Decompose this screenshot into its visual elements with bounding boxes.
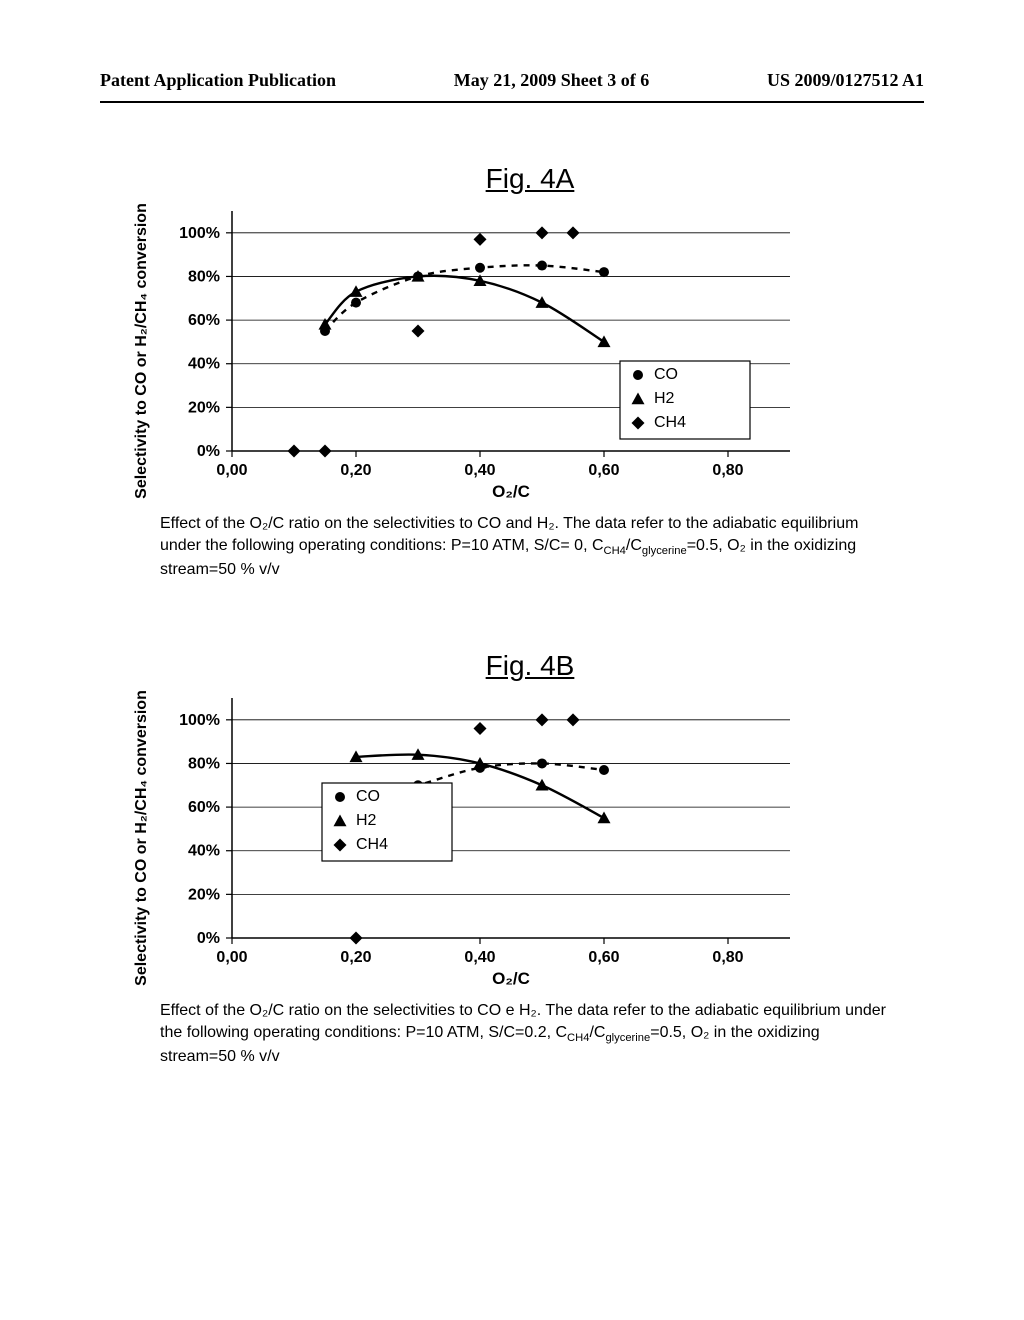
svg-text:H2: H2: [654, 390, 675, 407]
svg-text:0,00: 0,00: [216, 949, 247, 966]
svg-text:0,40: 0,40: [464, 949, 495, 966]
svg-text:0,80: 0,80: [712, 462, 743, 479]
svg-text:H2: H2: [356, 812, 377, 829]
svg-text:20%: 20%: [188, 399, 220, 416]
svg-text:40%: 40%: [188, 843, 220, 860]
figure-4a-chart: Selectivity to CO or H₂/CH₄ conversion 0…: [160, 201, 800, 501]
figure-4a-svg: 0,00 0,20 0,40 0,60 0,80 0% 20% 40% 60% 80% 100% O₂…: [160, 201, 800, 501]
figure-4a-caption: Effect of the O₂/C ratio on the selectiv…: [160, 513, 900, 580]
svg-text:40%: 40%: [188, 356, 220, 373]
svg-text:60%: 60%: [188, 312, 220, 329]
svg-text:0,20: 0,20: [340, 462, 371, 479]
svg-text:60%: 60%: [188, 800, 220, 817]
svg-text:0%: 0%: [197, 443, 220, 460]
header-rule: [100, 101, 924, 103]
svg-text:CO: CO: [356, 788, 380, 805]
svg-text:CO: CO: [654, 366, 678, 383]
header-center: May 21, 2009 Sheet 3 of 6: [454, 70, 649, 91]
svg-text:0%: 0%: [197, 930, 220, 947]
svg-text:O₂/C: O₂/C: [492, 969, 530, 988]
header-right: US 2009/0127512 A1: [767, 70, 924, 91]
svg-text:CH4: CH4: [356, 836, 388, 853]
svg-text:0,40: 0,40: [464, 462, 495, 479]
svg-text:100%: 100%: [179, 225, 220, 242]
figure-4b-title: Fig. 4B: [280, 650, 780, 682]
svg-text:0,20: 0,20: [340, 949, 371, 966]
figure-4b-caption: Effect of the O₂/C ratio on the selectiv…: [160, 1000, 900, 1067]
svg-text:80%: 80%: [188, 756, 220, 773]
figure-4a-title: Fig. 4A: [280, 163, 780, 195]
svg-text:20%: 20%: [188, 887, 220, 904]
page-header: Patent Application Publication May 21, 2…: [100, 70, 924, 91]
figure-4a: Fig. 4A Selectivity to CO or H₂/CH₄ conv…: [160, 163, 924, 580]
svg-text:80%: 80%: [188, 268, 220, 285]
figure-4b-svg: 0,00 0,20 0,40 0,60 0,80 0% 20% 40% 60% 80% 100% O₂…: [160, 688, 800, 988]
svg-text:0,80: 0,80: [712, 949, 743, 966]
svg-text:100%: 100%: [179, 712, 220, 729]
figure-4a-ylabel: Selectivity to CO or H₂/CH₄ conversion: [133, 203, 151, 499]
svg-text:0,60: 0,60: [588, 949, 619, 966]
figure-4b-ylabel: Selectivity to CO or H₂/CH₄ conversion: [133, 691, 151, 987]
figure-4b-chart: Selectivity to CO or H₂/CH₄ conversion 0…: [160, 688, 800, 988]
svg-text:CH4: CH4: [654, 414, 686, 431]
svg-text:O₂/C: O₂/C: [492, 482, 530, 501]
svg-text:0,00: 0,00: [216, 462, 247, 479]
svg-text:0,60: 0,60: [588, 462, 619, 479]
header-left: Patent Application Publication: [100, 70, 336, 91]
figure-4b: Fig. 4B Selectivity to CO or H₂/CH₄ conv…: [160, 650, 924, 1067]
page: Patent Application Publication May 21, 2…: [0, 0, 1024, 1320]
